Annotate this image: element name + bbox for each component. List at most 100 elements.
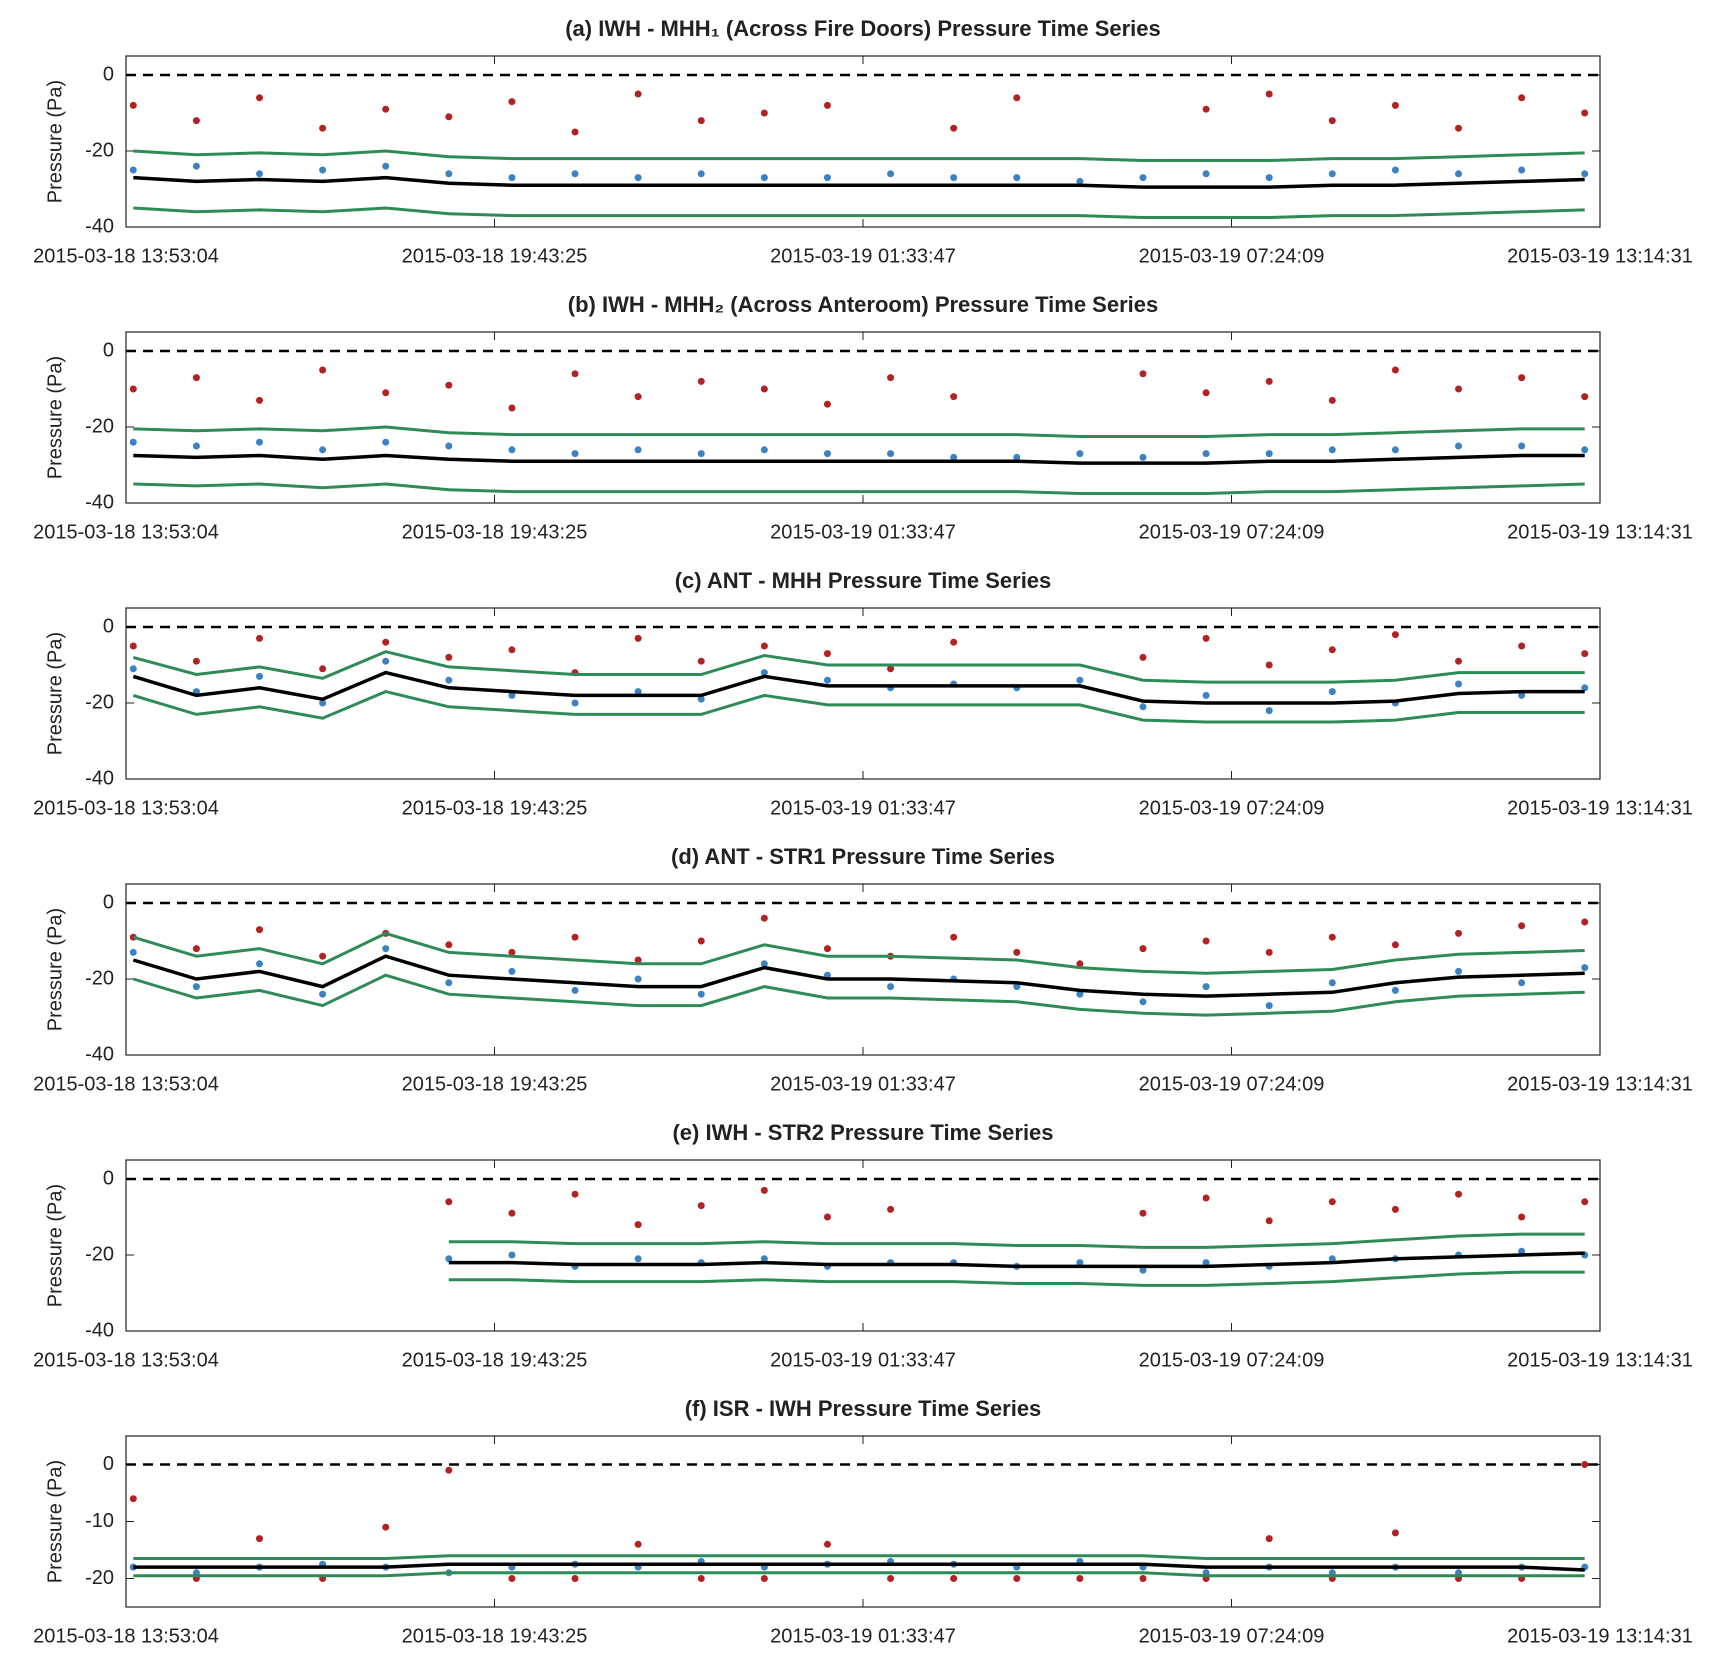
data-point — [1581, 1461, 1589, 1468]
data-point — [823, 676, 831, 684]
y-axis-label: Pressure (Pa) — [44, 1184, 66, 1307]
data-point — [319, 446, 327, 454]
x-tick-label: 2015-03-19 07:24:09 — [1139, 797, 1325, 819]
data-point — [760, 109, 768, 117]
plot-frame — [125, 883, 1601, 1056]
y-tick-label: -10 — [85, 1510, 114, 1532]
data-point — [1076, 990, 1084, 998]
x-tick-label: 2015-03-18 19:43:25 — [402, 521, 588, 543]
y-tick-label: 0 — [103, 1167, 114, 1189]
data-point — [129, 1495, 137, 1503]
data-point — [634, 1221, 642, 1229]
data-point — [445, 1255, 453, 1263]
data-point — [1265, 377, 1273, 385]
y-axis-label: Pressure (Pa) — [44, 632, 66, 755]
data-point — [192, 945, 200, 953]
data-point — [887, 374, 895, 382]
data-point — [823, 101, 831, 109]
data-point — [129, 385, 137, 393]
data-point — [192, 117, 200, 125]
data-point — [382, 438, 390, 446]
data-point — [571, 986, 579, 994]
data-point — [571, 170, 579, 178]
data-point — [634, 174, 642, 182]
data-point — [634, 634, 642, 642]
data-point — [445, 170, 453, 178]
data-point — [1265, 948, 1273, 956]
series-line — [132, 690, 1585, 724]
chart-title: (c) ANT - MHH Pressure Time Series — [675, 568, 1052, 593]
series-line — [133, 1562, 1585, 1572]
data-point — [760, 1575, 768, 1582]
data-point — [256, 1535, 264, 1543]
data-point — [1328, 688, 1336, 696]
plot-frame — [125, 607, 1601, 780]
data-point — [760, 385, 768, 393]
y-tick-label: -20 — [85, 691, 114, 713]
data-point — [1139, 1266, 1147, 1274]
data-point — [1455, 929, 1463, 937]
data-point — [1455, 1190, 1463, 1198]
data-point — [1013, 983, 1021, 991]
plot-frame — [125, 331, 1601, 504]
data-point — [508, 948, 516, 956]
plot-frame — [125, 55, 1601, 228]
data-point — [256, 438, 264, 446]
data-point — [1139, 703, 1147, 711]
y-tick-label: 0 — [103, 615, 114, 637]
series-line — [133, 149, 1585, 162]
x-tick-label: 2015-03-19 01:33:47 — [770, 245, 956, 267]
data-point — [1139, 945, 1147, 953]
x-tick-label: 2015-03-18 19:43:25 — [402, 1073, 588, 1095]
x-tick-label: 2015-03-18 13:53:04 — [33, 521, 219, 543]
x-tick-label: 2015-03-19 07:24:09 — [1139, 1625, 1325, 1647]
data-point — [823, 1213, 831, 1221]
data-point — [1455, 442, 1463, 450]
data-point — [1265, 1002, 1273, 1010]
data-point — [1455, 657, 1463, 665]
y-tick-label: -40 — [85, 215, 114, 237]
data-point — [1139, 370, 1147, 378]
data-point — [319, 366, 327, 374]
data-point — [1328, 170, 1336, 178]
x-tick-label: 2015-03-18 13:53:04 — [33, 1073, 219, 1095]
data-point — [1455, 124, 1463, 132]
data-point — [697, 1202, 705, 1210]
data-point — [256, 634, 264, 642]
y-tick-label: -40 — [85, 1319, 114, 1341]
data-point — [760, 914, 768, 922]
data-point — [382, 657, 390, 665]
data-point — [950, 933, 958, 941]
data-point — [1202, 1194, 1210, 1202]
y-tick-label: 0 — [103, 339, 114, 361]
data-point — [508, 1575, 516, 1582]
data-point — [1328, 396, 1336, 404]
data-point — [1391, 446, 1399, 454]
data-point — [445, 1198, 453, 1206]
y-axis-label: Pressure (Pa) — [44, 908, 66, 1031]
series-line — [448, 1232, 1585, 1249]
data-point — [129, 665, 137, 673]
series-line — [133, 175, 1585, 189]
data-point — [760, 174, 768, 182]
data-point — [1455, 385, 1463, 393]
y-tick-label: -40 — [85, 491, 114, 513]
data-point — [823, 1540, 831, 1548]
data-point — [382, 945, 390, 953]
data-point — [1139, 998, 1147, 1006]
data-point — [1391, 1205, 1399, 1213]
data-point — [1139, 653, 1147, 661]
data-point — [1076, 177, 1084, 185]
data-point — [887, 983, 895, 991]
x-tick-label: 2015-03-19 13:14:31 — [1507, 521, 1693, 543]
data-point — [634, 1255, 642, 1263]
y-tick-label: -20 — [85, 1567, 114, 1589]
x-tick-label: 2015-03-19 13:14:31 — [1507, 1073, 1693, 1095]
data-point — [1581, 684, 1589, 692]
data-point — [1202, 983, 1210, 991]
data-point — [1076, 676, 1084, 684]
x-tick-label: 2015-03-19 07:24:09 — [1139, 1073, 1325, 1095]
data-point — [508, 1209, 516, 1217]
data-point — [256, 170, 264, 178]
x-tick-label: 2015-03-18 19:43:25 — [402, 1625, 588, 1647]
